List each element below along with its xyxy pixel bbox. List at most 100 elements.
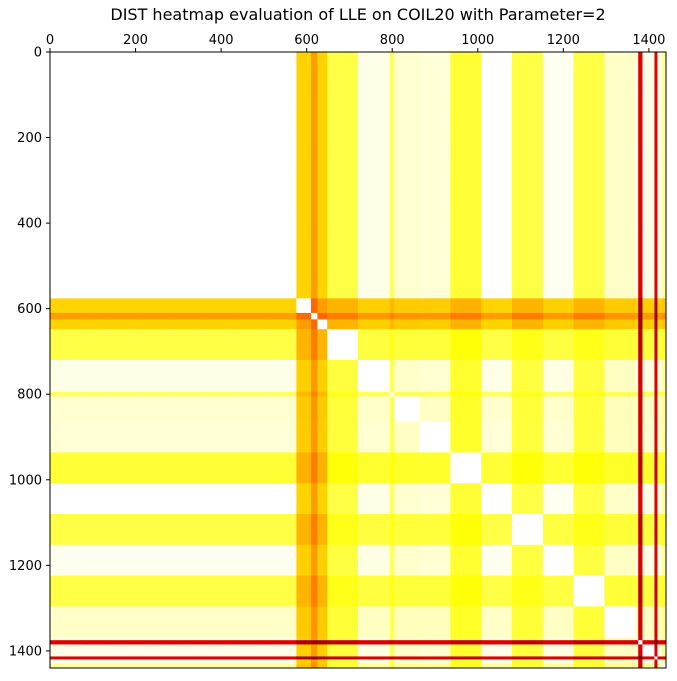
- heatmap-cell: [661, 656, 667, 660]
- heatmap-cell: [173, 236, 205, 268]
- heatmap-cell: [327, 52, 359, 84]
- heatmap-cell: [388, 319, 391, 330]
- heatmap-cell: [604, 206, 636, 238]
- heatmap-cell: [173, 329, 205, 361]
- heatmap-cell: [654, 52, 658, 84]
- heatmap-cell: [573, 392, 605, 397]
- heatmap-cell: [358, 312, 390, 320]
- heatmap-cell: [450, 644, 482, 657]
- heatmap-cell: [388, 113, 391, 145]
- heatmap-cell: [642, 360, 655, 392]
- heatmap-cell: [542, 640, 574, 645]
- heatmap-cell: [310, 175, 318, 207]
- heatmap-cell: [173, 312, 205, 320]
- heatmap-cell: [327, 360, 359, 392]
- heatmap-cell: [173, 452, 205, 484]
- heatmap-cell: [234, 659, 266, 665]
- heatmap-cell: [450, 483, 482, 515]
- heatmap-cell: [317, 319, 328, 330]
- heatmap-cell: [142, 659, 174, 665]
- heatmap-cell: [327, 392, 359, 397]
- heatmap-cell: [419, 52, 451, 84]
- heatmap-cell: [80, 236, 112, 268]
- heatmap-cell: [317, 644, 328, 657]
- heatmap-cell: [80, 144, 112, 176]
- heatmap-cell: [204, 514, 236, 546]
- heatmap-cell: [390, 392, 395, 397]
- heatmap-cell: [642, 452, 655, 484]
- heatmap-cell: [419, 298, 451, 314]
- heatmap-cell: [390, 544, 395, 576]
- heatmap-cell: [327, 575, 359, 607]
- heatmap-cell: [635, 575, 639, 607]
- heatmap-cell: [635, 640, 639, 645]
- heatmap-cell: [50, 637, 82, 641]
- heatmap-cell: [317, 421, 328, 453]
- heatmap-cell: [512, 236, 544, 268]
- heatmap-cell: [604, 175, 636, 207]
- heatmap-cell: [142, 396, 174, 422]
- heatmap-cell: [310, 390, 318, 393]
- heatmap-cell: [234, 421, 266, 453]
- heatmap-cell: [394, 329, 420, 361]
- heatmap-cell: [390, 606, 395, 638]
- heatmap-cell: [661, 452, 667, 484]
- heatmap-cell: [50, 656, 82, 660]
- heatmap-cell: [573, 329, 605, 361]
- heatmap-cell: [388, 663, 391, 669]
- heatmap-cell: [661, 396, 667, 422]
- heatmap-cell: [512, 113, 544, 145]
- heatmap-cell: [265, 392, 297, 397]
- heatmap-cell: [80, 606, 112, 638]
- heatmap-cell: [604, 644, 636, 657]
- heatmap-cell: [204, 329, 236, 361]
- heatmap-cell: [638, 392, 643, 397]
- heatmap-cell: [173, 606, 205, 638]
- heatmap-cell: [50, 298, 82, 314]
- heatmap-cell: [512, 82, 544, 114]
- heatmap-cell: [358, 483, 390, 515]
- heatmap-cell: [310, 514, 318, 546]
- heatmap-cell: [638, 82, 643, 114]
- heatmap-cell: [358, 175, 390, 207]
- heatmap-cell: [173, 113, 205, 145]
- heatmap-cell: [204, 360, 236, 392]
- heatmap-cell: [310, 392, 318, 397]
- heatmap-cell: [394, 236, 420, 268]
- heatmap-cell: [80, 206, 112, 238]
- heatmap-cell: [327, 396, 359, 422]
- heatmap-cell: [481, 175, 513, 207]
- chart-title: DIST heatmap evaluation of LLE on COIL20…: [110, 5, 605, 24]
- heatmap-cell: [111, 644, 143, 657]
- y-tick-label: 200: [17, 131, 42, 146]
- heatmap-cell: [234, 606, 266, 638]
- heatmap-cell: [512, 575, 544, 607]
- heatmap-cell: [481, 637, 513, 641]
- heatmap-cell: [661, 236, 667, 268]
- heatmap-cell: [657, 175, 663, 207]
- heatmap-cell: [635, 452, 639, 484]
- heatmap-cell: [327, 452, 359, 484]
- heatmap-cell: [661, 319, 667, 330]
- heatmap-cell: [142, 392, 174, 397]
- heatmap-cell: [604, 659, 636, 665]
- heatmap-cell: [642, 514, 655, 546]
- heatmap-cell: [50, 514, 82, 546]
- heatmap-cell: [661, 483, 667, 515]
- heatmap-cell: [604, 656, 636, 660]
- heatmap-cell: [654, 544, 658, 576]
- heatmap-cell: [234, 298, 266, 314]
- x-tick-label: 1200: [547, 33, 580, 48]
- heatmap-cell: [394, 206, 420, 238]
- heatmap-cell: [358, 421, 390, 453]
- heatmap-cell: [327, 236, 359, 268]
- heatmap-cell: [265, 52, 297, 84]
- heatmap-cell: [204, 452, 236, 484]
- heatmap-cell: [358, 144, 390, 176]
- heatmap-cell: [635, 319, 639, 330]
- heatmap-cell: [394, 663, 420, 669]
- heatmap-cell: [604, 144, 636, 176]
- heatmap-cell: [638, 312, 643, 320]
- heatmap-cell: [388, 236, 391, 268]
